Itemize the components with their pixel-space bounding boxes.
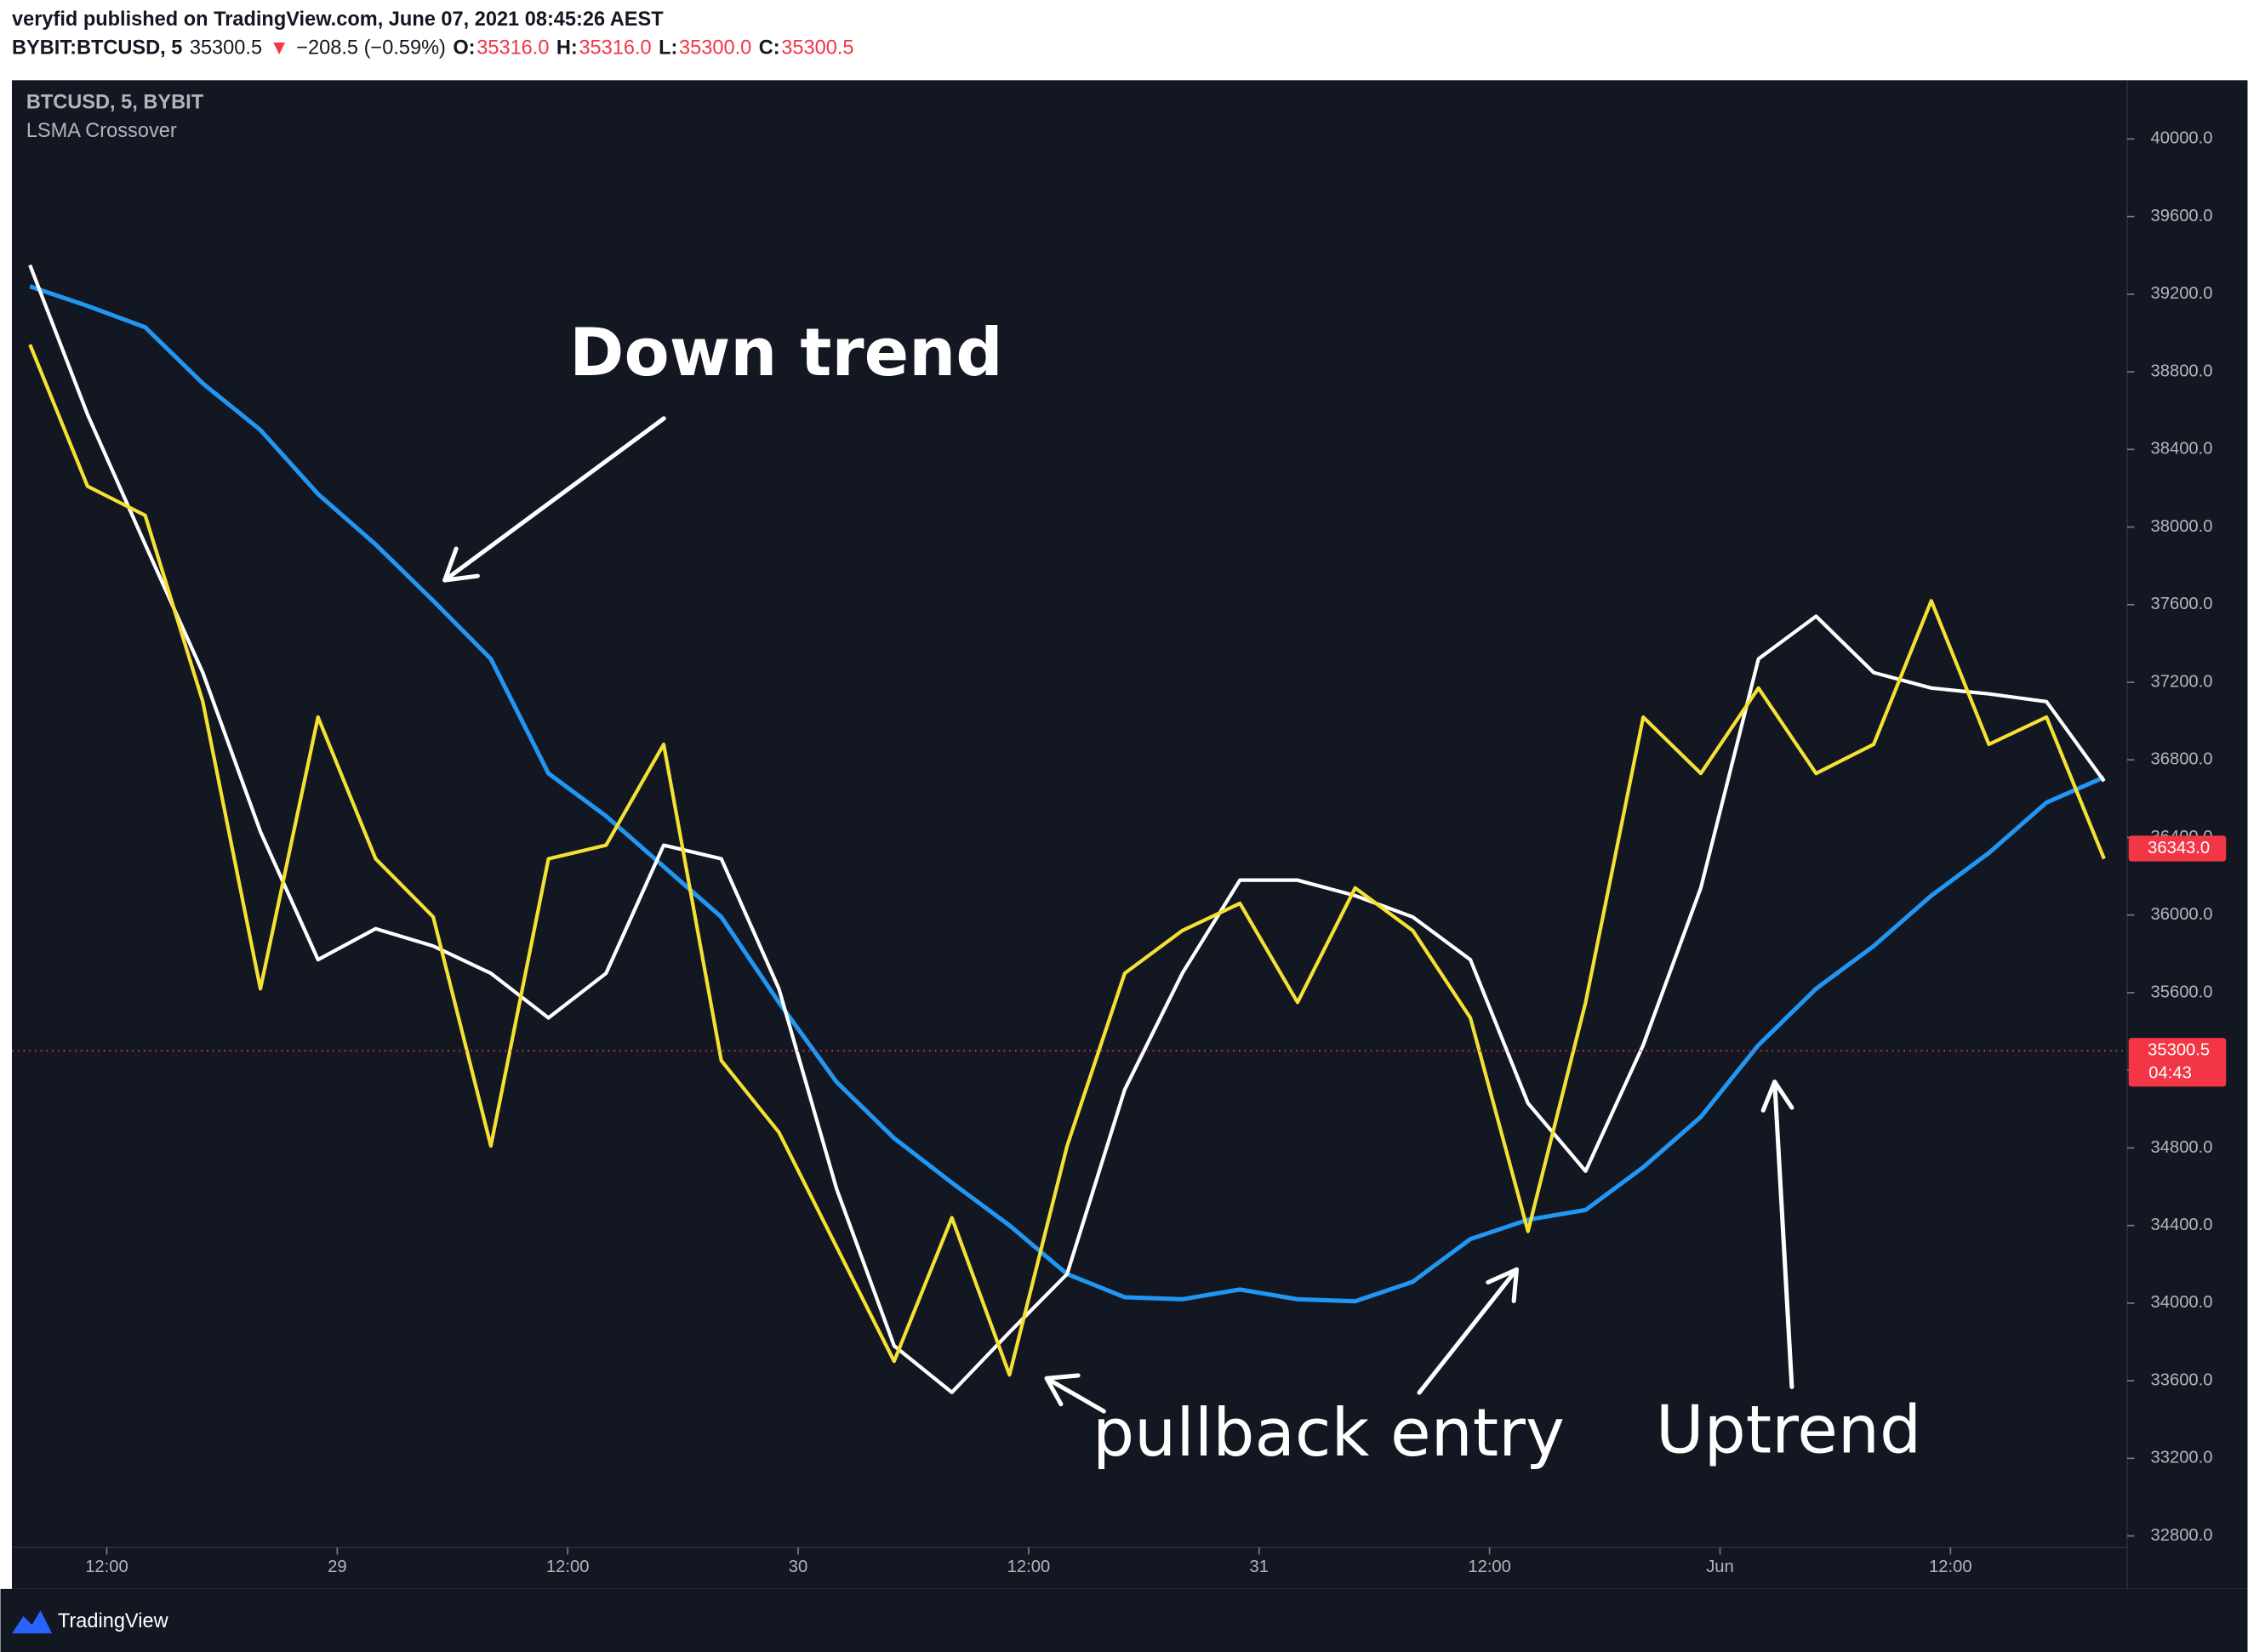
last-price: 35300.5 (190, 37, 262, 59)
y-tick-label: 36800.0 (2150, 750, 2212, 769)
ohlc-key: L: (659, 37, 677, 59)
change: −208.5 (−0.59%) (296, 37, 446, 59)
arrow-pullback-2 (1417, 1267, 1520, 1395)
price-label-box (2128, 1038, 2227, 1087)
ticker-row: BYBIT:BTCUSD, 5 35300.5 ▼ −208.5 (−0.59%) O:… (12, 37, 854, 59)
y-tick-label: 34400.0 (2150, 1216, 2212, 1234)
x-tick-label: 12:00 (1929, 1558, 1972, 1576)
x-tick-label: 12:00 (85, 1558, 128, 1576)
series-line (28, 344, 2106, 1377)
price-countdown: 04:43 (2148, 1064, 2192, 1083)
annotation: pullback entry (1093, 1395, 1565, 1472)
y-tick-label: 37600.0 (2150, 595, 2212, 613)
annotation: Uptrend (1656, 1392, 1921, 1468)
ohlc-value: 35300.5 (781, 37, 853, 59)
y-tick-label: 38000.0 (2150, 517, 2212, 536)
x-tick-label: 12:00 (1007, 1558, 1051, 1576)
y-tick-label: 36000.0 (2150, 905, 2212, 924)
footer (0, 1588, 2248, 1652)
y-tick-label: 38400.0 (2150, 440, 2212, 459)
legend-symbol: BTCUSD, 5, BYBIT (26, 91, 204, 113)
y-tick-label: 35600.0 (2150, 983, 2212, 1001)
series-line (28, 264, 2106, 1394)
y-tick-label: 38800.0 (2150, 362, 2212, 380)
brand: TradingView (11, 1609, 169, 1634)
y-tick-label: 34800.0 (2150, 1138, 2212, 1157)
y-tick-label: 33600.0 (2150, 1370, 2212, 1389)
x-tick-label: 12:00 (546, 1558, 590, 1576)
y-tick-label: 34000.0 (2150, 1293, 2212, 1312)
brand-logo (11, 1610, 53, 1634)
y-tick-label: 39200.0 (2150, 284, 2212, 303)
price-label: 35300.5 (2148, 1041, 2210, 1060)
arrow-uptrend (1760, 1079, 1794, 1389)
x-tick-label: 30 (789, 1558, 807, 1576)
arrow-down-trend (442, 416, 666, 583)
ohlc-key: C: (759, 37, 780, 59)
y-tick-label: 37200.0 (2150, 672, 2212, 691)
price-label: 36343.0 (2148, 839, 2210, 857)
change-arrow: ▼ (269, 37, 288, 59)
symbol: BYBIT:BTCUSD, 5 (12, 37, 182, 59)
price-label-box (2128, 835, 2227, 862)
plot: 32800.0 33200.0 33600.0 34000.0 34400.0 34800… (11, 129, 2227, 1576)
x-tick-label: Jun (1706, 1558, 1734, 1576)
ohlc-value: 35300.0 (679, 37, 751, 59)
ohlc-key: O: (453, 37, 475, 59)
y-tick-label: 40000.0 (2150, 129, 2212, 148)
ohlc-value: 35316.0 (579, 37, 651, 59)
legend-indicator: LSMA Crossover (26, 119, 177, 141)
annotation: Down trend (569, 315, 1003, 391)
arrows (442, 416, 1794, 1414)
y-tick-label: 33200.0 (2150, 1449, 2212, 1467)
x-tick-label: 31 (1250, 1558, 1269, 1576)
ohlc-key: H: (556, 37, 578, 59)
x-tick-label: 12:00 (1468, 1558, 1511, 1576)
brand-name: TradingView (58, 1609, 169, 1632)
y-tick-label: 32800.0 (2150, 1526, 2212, 1545)
ohlc-value: 35316.0 (476, 37, 549, 59)
chart-panel (11, 80, 2248, 1589)
y-tick-label: 39600.0 (2150, 207, 2212, 225)
arrow-pullback-1 (1044, 1373, 1106, 1414)
x-tick-label: 29 (328, 1558, 346, 1576)
publisher: veryfid published on TradingView.com, Ju… (12, 8, 664, 30)
